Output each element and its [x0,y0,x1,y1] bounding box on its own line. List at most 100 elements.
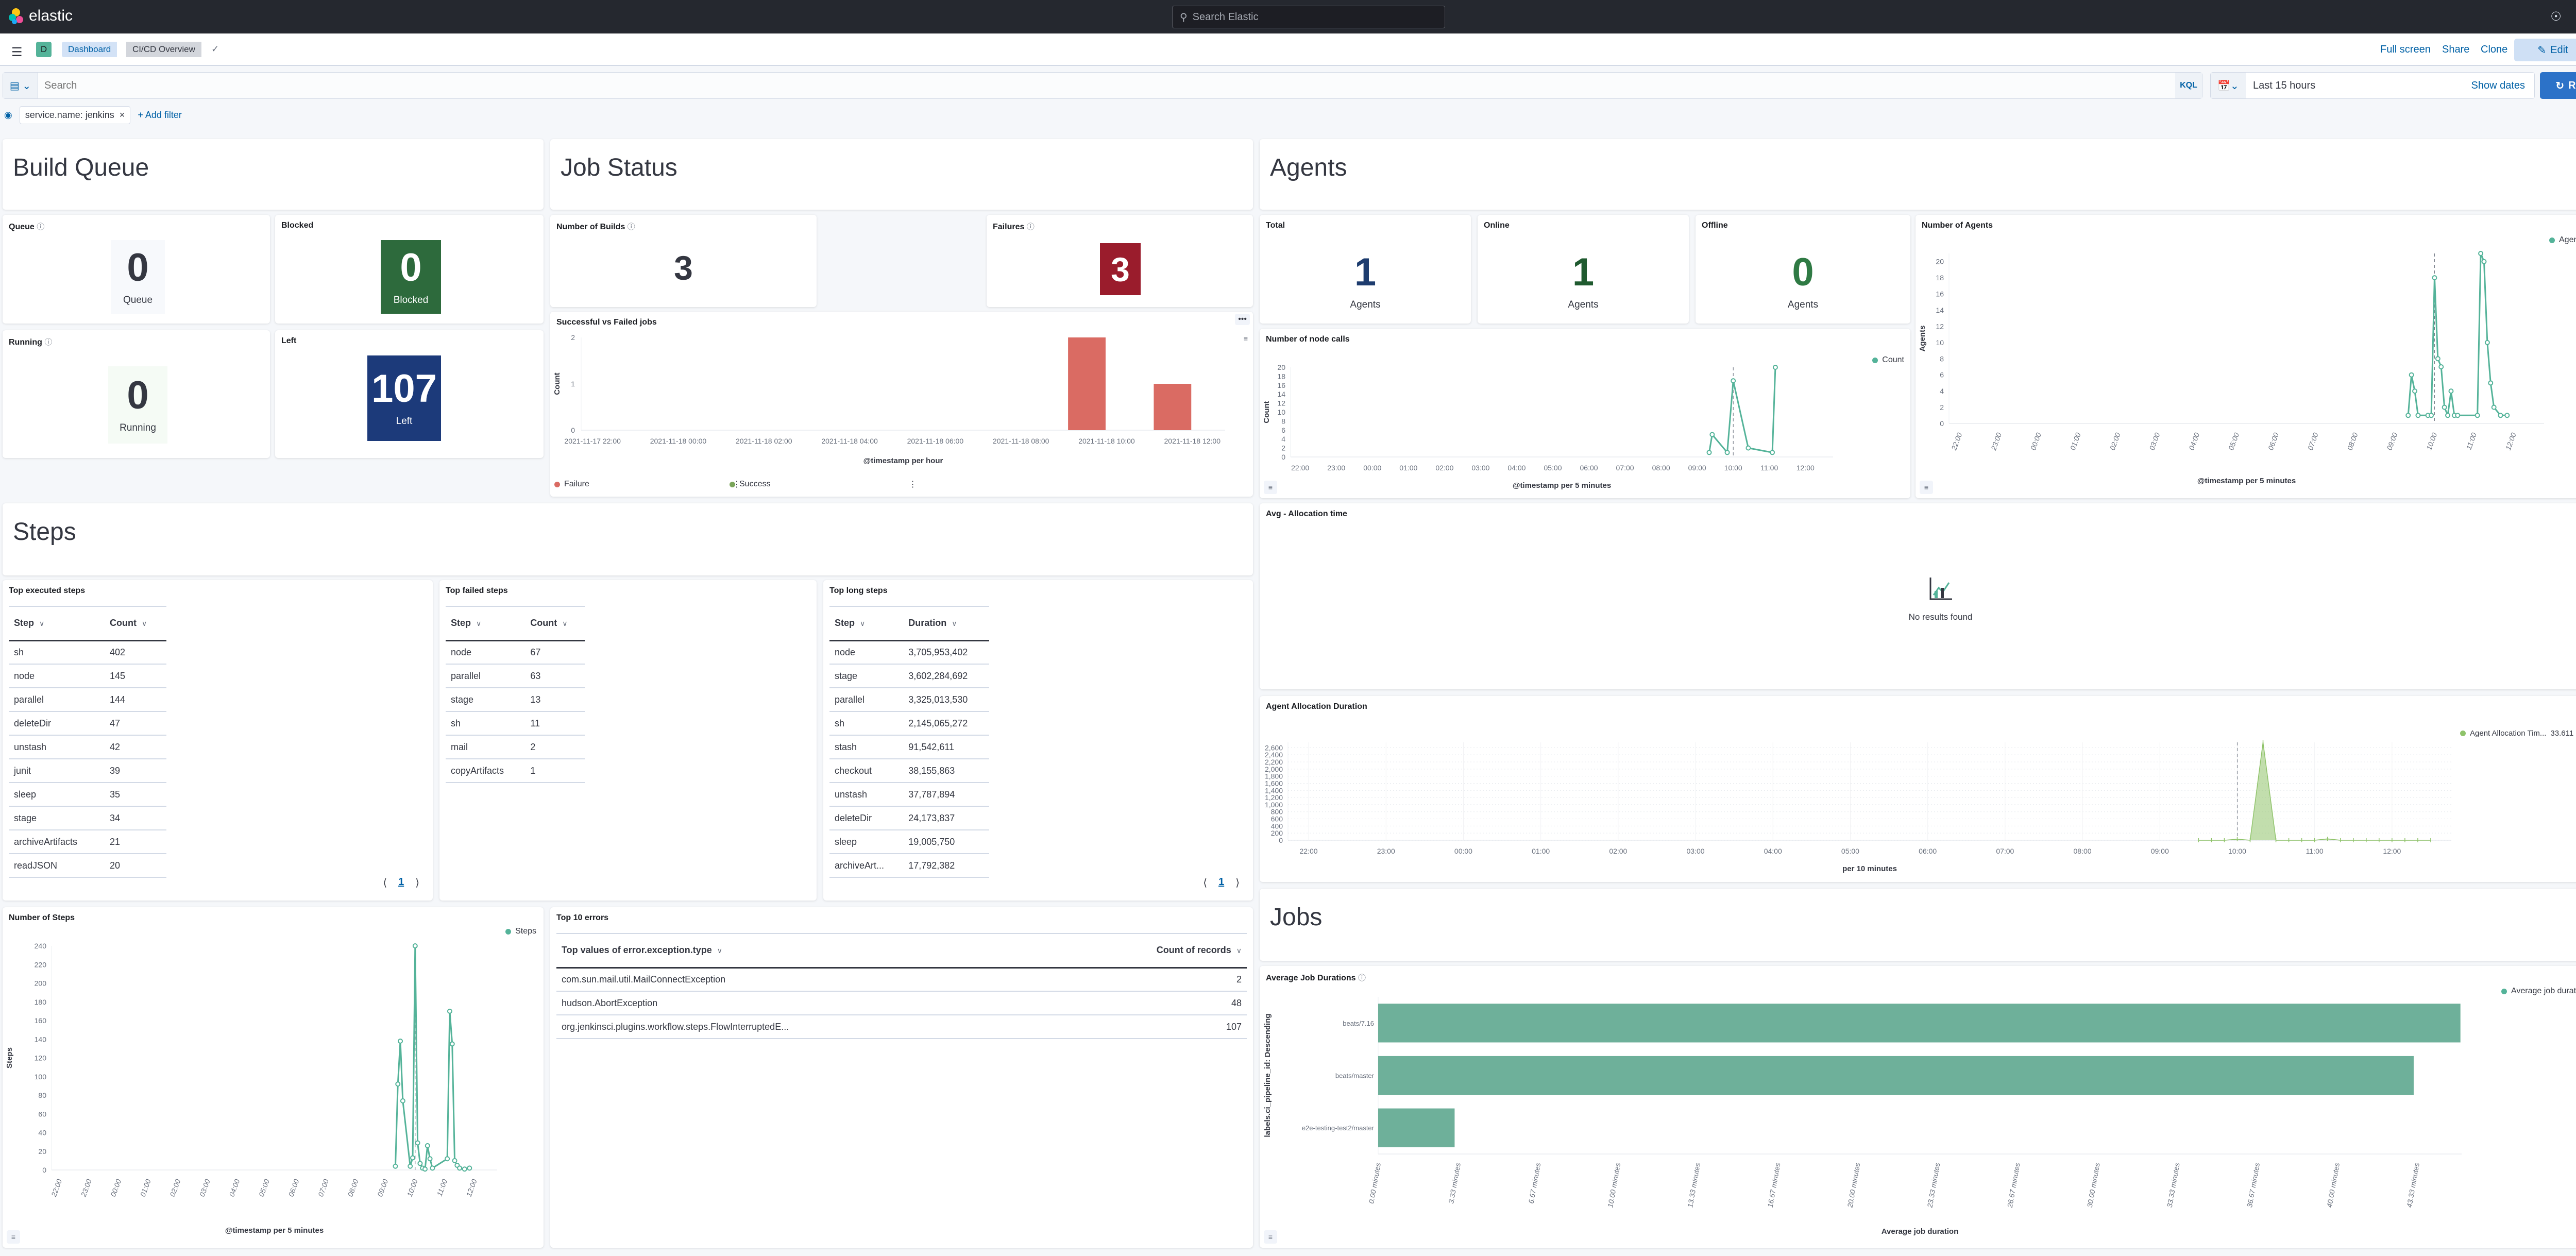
panel-options-icon[interactable]: ••• [1235,314,1250,325]
next-page-icon[interactable]: ⟩ [415,877,419,889]
page-number[interactable]: 1 [1218,876,1225,888]
sort-chevron-icon[interactable]: ∨ [717,946,722,955]
table-header-row: Step ∨ Count ∨ [446,606,585,641]
data-point [2478,251,2484,256]
filter-options-icon[interactable]: ◉ [4,109,12,120]
legend-item[interactable]: Agents [2549,235,2576,245]
table-row: parallel 63 [446,664,585,688]
data-table: Top values of error.exception.type ∨ Count… [556,933,1247,1039]
pagination: ⟨ 1 ⟩ [1203,876,1240,889]
column-header[interactable]: Count of records ∨ [1048,933,1247,969]
x-tick-label: 3.33 minutes [1447,1162,1462,1204]
legend-toggle-icon[interactable]: ≡ [1264,1230,1277,1244]
column-header[interactable]: Step ∨ [446,606,526,641]
table-cell: com.sun.mail.util.MailConnectException [556,968,1049,992]
saved-query-button[interactable]: ▤ ⌄ [3,73,38,98]
data-point [2415,413,2421,418]
legend-toggle-icon[interactable]: ≡ [1920,481,1933,494]
column-header[interactable]: Duration ∨ [903,606,989,641]
data-point [1709,432,1715,437]
info-icon[interactable]: ⓘ [1026,223,1035,231]
show-dates-link[interactable]: Show dates [2471,79,2525,91]
sort-chevron-icon[interactable]: ∨ [860,619,866,628]
edit-button[interactable]: ✎ Edit [2514,39,2576,61]
column-header[interactable]: Count ∨ [105,606,166,641]
clone-link[interactable]: Clone [2481,44,2508,55]
kql-button[interactable]: KQL [2175,73,2202,98]
x-tick-label: 12:00 [1797,464,1815,472]
column-header[interactable]: Count ∨ [525,606,585,641]
column-header[interactable]: Step ∨ [829,606,904,641]
sort-chevron-icon[interactable]: ∨ [142,619,147,628]
prev-page-icon[interactable]: ⟨ [1203,877,1208,889]
y-tick-label: 4 [1940,387,1944,395]
prev-page-icon[interactable]: ⟨ [383,877,387,889]
search-input[interactable] [38,73,2175,98]
date-picker[interactable]: 📅⌄ Last 15 hours Show dates [2210,72,2535,99]
page-number[interactable]: 1 [398,876,404,888]
table-cell: stage [829,664,904,688]
legend-item-success[interactable]: Success ⋮ [730,479,917,489]
sort-chevron-icon[interactable]: ∨ [562,619,568,628]
x-tick-label: 03:00 [198,1178,212,1198]
legend-item[interactable]: Steps [505,927,536,936]
add-filter-button[interactable]: + Add filter [138,109,182,120]
close-icon[interactable]: × [119,109,125,120]
column-header[interactable]: Step ∨ [9,606,105,641]
legend-item[interactable]: Average job duration [2501,987,2576,996]
menu-icon[interactable]: ☰ [11,45,23,59]
help-icon[interactable]: ☉ [2550,9,2562,24]
legend-item-failure[interactable]: Failure ⋮ [554,479,741,489]
y-tick-label: 0 [1940,419,1944,428]
legend-toggle-icon[interactable]: ≡ [1264,481,1277,494]
legend-item[interactable]: Count [1872,355,1904,365]
time-range[interactable]: Last 15 hours [2253,79,2316,91]
legend-toggle-icon[interactable]: ≡ [1243,334,1248,343]
legend-item[interactable]: Agent Allocation Tim... 33.611 [2460,729,2573,738]
data-table: Step ∨ Duration ∨ node 3,705,953,402 stage 3,60… [829,606,989,878]
column-header[interactable]: Top values of error.exception.type ∨ [556,933,1049,969]
steps-heading-panel: Steps [3,503,1253,575]
full-screen-link[interactable]: Full screen [2380,44,2431,55]
y-axis-title: labels.ci_pipeline_id: Descending [1263,1013,1272,1137]
table-cell: 21 [105,830,166,854]
panel-title: Failures [993,223,1025,231]
space-badge[interactable]: D [36,42,52,57]
y-tick-label: 12 [1936,322,1944,330]
legend-options-icon[interactable]: ⋮ [908,480,917,489]
data-point [2409,372,2414,378]
legend-toggle-icon[interactable]: ≡ [7,1230,20,1244]
table-row: sh 11 [446,711,585,736]
panel-title: Running [9,338,42,347]
brand-name: elastic [29,7,73,24]
x-tick-label: 08:00 [346,1178,360,1198]
sort-chevron-icon[interactable]: ∨ [952,619,957,628]
elastic-logo[interactable]: elastic [7,7,73,25]
global-search[interactable]: ⚲ Search Elastic [1172,6,1445,28]
x-tick-label: 00:00 [1363,464,1381,472]
table-cell: sh [829,711,904,736]
panel-title: Top 10 errors [556,913,609,922]
pencil-icon: ✎ [2537,44,2547,56]
table-cell: 1 [525,759,585,783]
info-icon[interactable]: ⓘ [1358,974,1366,982]
table-cell: checkout [829,759,904,783]
data-point [457,1165,463,1171]
x-tick-label: 23:00 [1377,847,1395,855]
info-icon[interactable]: ⓘ [44,338,53,347]
refresh-button[interactable]: ↻Refresh [2540,72,2576,99]
breadcrumb-dashboard[interactable]: Dashboard [62,42,117,57]
y-tick-label: 80 [38,1091,46,1099]
left-metric: 107 Left [367,355,441,441]
calendar-icon[interactable]: 📅⌄ [2211,73,2246,98]
sort-chevron-icon[interactable]: ∨ [1236,946,1242,955]
sort-chevron-icon[interactable]: ∨ [39,619,45,628]
y-tick-label: 2,000 [1265,765,1283,773]
next-page-icon[interactable]: ⟩ [1235,877,1240,889]
info-icon[interactable]: ⓘ [627,223,635,231]
share-link[interactable]: Share [2442,44,2470,55]
filter-pill[interactable]: service.name: jenkins × [19,106,131,124]
sort-chevron-icon[interactable]: ∨ [476,619,482,628]
table-row: sh 2,145,065,272 [829,711,989,736]
info-icon[interactable]: ⓘ [37,223,45,231]
